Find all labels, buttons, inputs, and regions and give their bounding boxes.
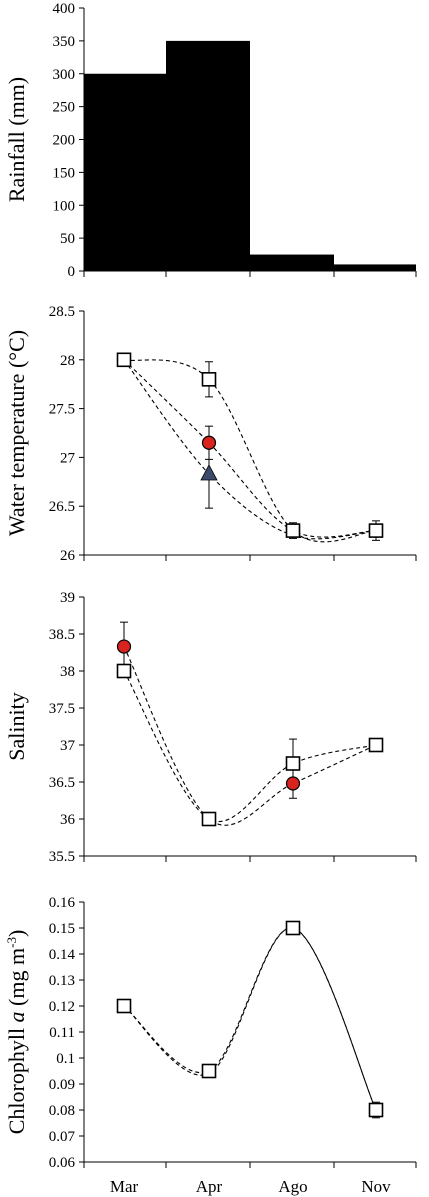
y-tick-label: 350 xyxy=(53,34,76,50)
y-tick-label: 37 xyxy=(60,738,76,754)
x-tick-label: Apr xyxy=(196,1177,223,1196)
y-tick-label: 36.5 xyxy=(49,775,75,791)
y-tick-label: 0.09 xyxy=(49,1077,75,1093)
y-tick-label: 0.14 xyxy=(49,947,76,963)
y-axis-label-part: Chlorophyll xyxy=(4,1022,29,1134)
series-line xyxy=(123,359,377,538)
y-tick-label: 0.13 xyxy=(49,973,75,989)
y-tick-label: 150 xyxy=(53,165,76,181)
series-line xyxy=(123,927,377,1111)
circle-marker xyxy=(201,435,217,450)
circle-marker xyxy=(285,776,301,791)
y-tick-label: 50 xyxy=(60,231,75,247)
series-line xyxy=(123,927,377,1111)
y-tick-label: 0.1 xyxy=(56,1051,75,1067)
y-tick-label: 0.06 xyxy=(49,1155,76,1171)
square-marker xyxy=(116,352,132,368)
square-marker xyxy=(285,523,301,538)
y-axis-label: Salinity xyxy=(4,692,29,760)
square-marker xyxy=(368,523,384,538)
chart-panel-3: 35.5 36 36.5 37 37.5 38 38.5 39 Salinity xyxy=(4,590,417,865)
y-tick-label: 39 xyxy=(60,590,75,606)
y-tick-label: 0.07 xyxy=(49,1129,76,1145)
y-axis-label-part: (mg m xyxy=(4,948,29,1012)
y-tick-label: 250 xyxy=(53,100,76,116)
y-tick-label: 0.08 xyxy=(49,1103,75,1119)
y-tick-label: 400 xyxy=(53,1,76,17)
y-tick-label: 28 xyxy=(60,353,75,369)
square-marker xyxy=(116,663,132,679)
series-line xyxy=(123,359,377,543)
y-tick-label: 38.5 xyxy=(49,627,75,643)
bar-ago xyxy=(250,254,334,271)
y-tick-label: 36 xyxy=(60,812,76,828)
y-tick-label: 26 xyxy=(60,548,76,564)
triangle-marker xyxy=(200,464,218,481)
square-marker xyxy=(285,756,301,771)
y-tick-label: 28.5 xyxy=(49,304,75,320)
y-tick-label: 38 xyxy=(60,664,75,680)
y-axis-label-part: a xyxy=(4,1011,29,1022)
chart-panel-1: 0 50 100 150 200 250 300 350 400 Rainfall (mm) xyxy=(4,1,417,280)
x-tick-label: Ago xyxy=(278,1177,307,1196)
y-axis-label: Rainfall (mm) xyxy=(4,77,29,202)
y-tick-label: 0.16 xyxy=(49,895,76,911)
bar-nov xyxy=(334,264,416,271)
square-marker xyxy=(368,737,384,753)
series-line xyxy=(123,670,377,822)
bar-apr xyxy=(166,40,250,271)
square-marker xyxy=(116,998,132,1014)
y-tick-label: 26.5 xyxy=(49,499,75,515)
series-line xyxy=(123,646,377,826)
y-tick-label: 0 xyxy=(68,264,76,280)
square-marker xyxy=(285,920,301,936)
square-marker xyxy=(368,1102,384,1118)
square-marker xyxy=(201,811,217,827)
y-tick-label: 0.15 xyxy=(49,921,75,937)
bar-mar xyxy=(84,73,166,271)
x-tick-label: Nov xyxy=(361,1177,391,1196)
y-tick-label: 200 xyxy=(53,133,76,149)
square-marker xyxy=(201,1063,217,1079)
chart-panel-2: 26 26.5 27 27.5 28 28.5 Water temperature (°C) xyxy=(4,304,417,564)
y-tick-label: 100 xyxy=(53,198,76,214)
y-axis-label-part: -3 xyxy=(4,937,19,948)
y-axis-label: Chlorophyll a (mg m-3) xyxy=(4,930,29,1135)
y-tick-label: 27.5 xyxy=(49,402,75,418)
x-tick-label: Mar xyxy=(110,1177,139,1196)
y-tick-label: 0.12 xyxy=(49,999,75,1015)
y-axis-label-part: ) xyxy=(4,930,29,937)
y-tick-label: 0.11 xyxy=(49,1025,75,1041)
circle-marker xyxy=(116,639,132,654)
y-tick-label: 27 xyxy=(60,450,76,466)
y-tick-label: 37.5 xyxy=(49,701,75,717)
square-marker xyxy=(201,372,217,387)
y-tick-label: 35.5 xyxy=(49,849,75,865)
series-line xyxy=(123,359,377,540)
y-axis-label: Water temperature (°C) xyxy=(4,330,29,536)
chart-panel-4: 0.06 0.07 0.08 0.09 0.1 0.11 0.12 0.13 0.14 0.15 0… xyxy=(4,895,417,1196)
y-tick-label: 300 xyxy=(53,67,76,83)
